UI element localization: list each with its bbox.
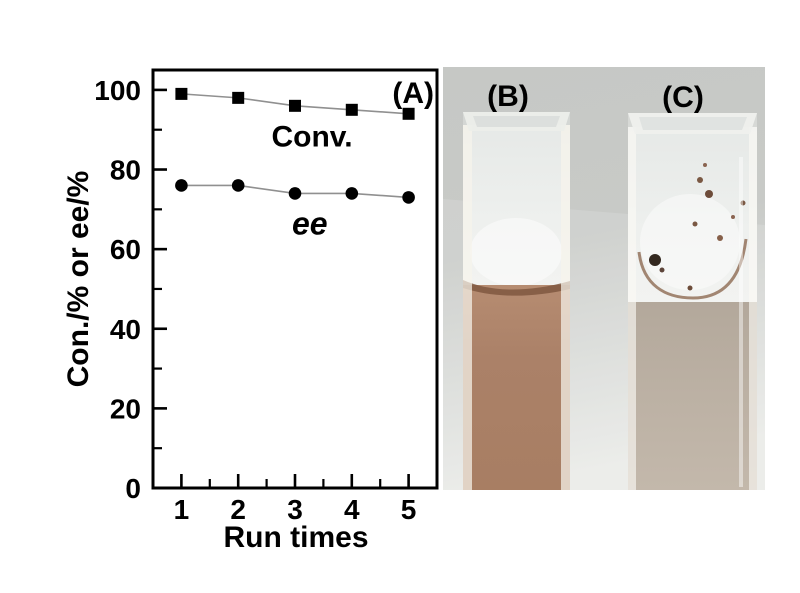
cuvette-b-liquid <box>463 285 570 490</box>
y-tick-label: 80 <box>110 155 141 186</box>
y-tick-label: 60 <box>110 234 141 265</box>
chart-generated-content: 0 20 40 60 80 100 1 2 3 4 5 Conv. ee <box>94 75 416 525</box>
cuvette-c-meniscus-curve <box>637 238 748 300</box>
cuvette-b <box>463 112 570 490</box>
marker-circle-ee <box>345 187 359 200</box>
cuvette-c-right-wall <box>749 127 757 490</box>
y-tick-label: 100 <box>94 75 141 106</box>
marker-circle-ee <box>402 191 415 204</box>
cuvette-c <box>628 113 757 490</box>
x-tick-label: 1 <box>174 494 190 525</box>
cuvette-b-rim-opening <box>473 116 560 127</box>
cuvette-b-meniscus <box>463 280 570 296</box>
marker-square-Conv. <box>345 103 358 116</box>
marker-circle-ee <box>288 187 302 200</box>
series-label-ee: ee <box>292 205 328 241</box>
panel-c-label: (C) <box>662 81 704 114</box>
x-tick-label: 2 <box>230 494 246 525</box>
y-tick-label: 40 <box>110 314 141 345</box>
cuvette-c-glass-reflection <box>739 157 743 487</box>
cuvette-c-left-wall <box>628 127 636 490</box>
cuvette-c-rim-opening <box>639 117 747 130</box>
plot-frame <box>151 68 439 490</box>
panel-a-label: (A) <box>392 77 434 110</box>
cuvette-b-frost-highlight <box>470 218 562 286</box>
cuvette-b-left-wall <box>463 125 472 490</box>
y-tick-label: 0 <box>125 473 141 504</box>
x-axis-title: Run times <box>223 521 368 554</box>
cuvette-c-frost-highlight <box>640 194 740 290</box>
marker-circle-ee <box>231 179 245 192</box>
y-tick-label: 20 <box>110 393 141 424</box>
panel-b-label: (B) <box>487 80 529 113</box>
y-axis-title: Con./% or ee/% <box>62 171 95 388</box>
marker-square-Conv. <box>175 87 188 100</box>
cuvette-c-liquid <box>628 302 757 490</box>
x-tick-label: 5 <box>401 494 417 525</box>
marker-square-Conv. <box>289 99 301 112</box>
x-tick-label: 4 <box>344 494 360 525</box>
panel-a-chart: 0 20 40 60 80 100 1 2 3 4 5 Conv. ee (A) Run times C… <box>62 68 439 554</box>
cuvette-c-specks <box>649 163 746 291</box>
series-label-Conv.: Conv. <box>271 121 352 154</box>
x-tick-label: 3 <box>287 494 303 525</box>
marker-circle-ee <box>175 179 188 192</box>
photo-panel-bc: (B) (C) <box>443 67 765 490</box>
cuvette-b-right-wall <box>561 125 570 490</box>
marker-square-Conv. <box>232 91 245 104</box>
marker-square-Conv. <box>402 107 415 120</box>
